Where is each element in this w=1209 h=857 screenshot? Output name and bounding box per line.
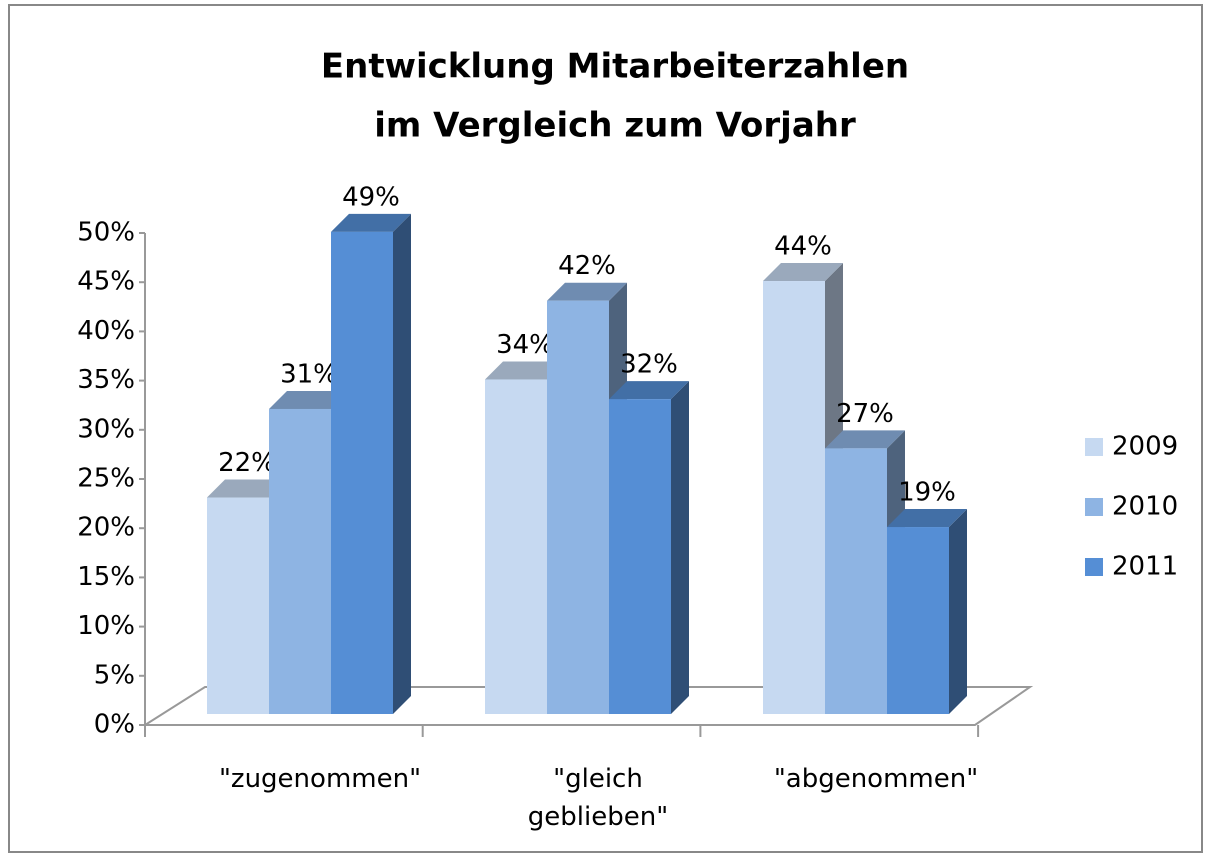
bar <box>825 448 887 714</box>
y-tick-label: 5% <box>94 660 135 690</box>
bar-top <box>207 479 287 498</box>
legend-label: 2010 <box>1112 492 1178 522</box>
value-label: 42% <box>558 251 616 281</box>
legend-swatch <box>1085 558 1103 576</box>
floor <box>141 686 1034 726</box>
bar-top <box>485 361 565 380</box>
bar <box>547 300 609 714</box>
value-label: 44% <box>774 232 832 262</box>
value-label: 19% <box>898 478 956 508</box>
y-tick-label: 45% <box>77 267 135 297</box>
y-tick-label: 10% <box>77 611 135 641</box>
y-tick-label: 15% <box>77 562 135 592</box>
value-label: 22% <box>218 448 276 478</box>
x-tick-label: "gleich geblieben" <box>527 764 669 832</box>
bar <box>763 281 825 714</box>
bar <box>207 497 269 714</box>
legend-swatch <box>1085 498 1103 516</box>
y-tick-label: 20% <box>77 513 135 543</box>
bar-side <box>671 381 689 714</box>
value-label: 27% <box>836 399 894 429</box>
y-tick-label: 25% <box>77 464 135 494</box>
x-tick-label: "zugenommen" <box>218 764 422 794</box>
value-label: 49% <box>342 182 400 212</box>
bar <box>331 231 393 714</box>
bar-side <box>393 213 411 714</box>
bar-side <box>949 509 967 714</box>
value-label: 31% <box>280 359 338 389</box>
bar-top <box>331 213 411 232</box>
bar-top <box>269 390 349 409</box>
bar-top <box>609 381 689 400</box>
y-tick-label: 50% <box>77 218 135 248</box>
bar <box>485 379 547 714</box>
y-tick-label: 35% <box>77 365 135 395</box>
bar <box>887 527 949 714</box>
bar <box>269 408 331 714</box>
legend-swatch <box>1085 438 1103 456</box>
y-tick-label: 40% <box>77 316 135 346</box>
y-tick-label: 0% <box>94 710 135 740</box>
legend-label: 2011 <box>1112 552 1178 582</box>
bar-top <box>825 430 905 449</box>
chart-title: Entwicklung Mitarbeiterzahlen <box>321 47 909 87</box>
value-label: 32% <box>620 350 678 380</box>
legend-label: 2009 <box>1112 432 1178 462</box>
bar <box>609 399 671 714</box>
bar-top <box>763 263 843 282</box>
chart-title: im Vergleich zum Vorjahr <box>374 106 856 146</box>
bar-top <box>547 282 627 301</box>
x-tick-label: "abgenommen" <box>773 764 979 794</box>
y-tick-label: 30% <box>77 414 135 444</box>
value-label: 34% <box>496 330 554 360</box>
bar-top <box>887 509 967 528</box>
